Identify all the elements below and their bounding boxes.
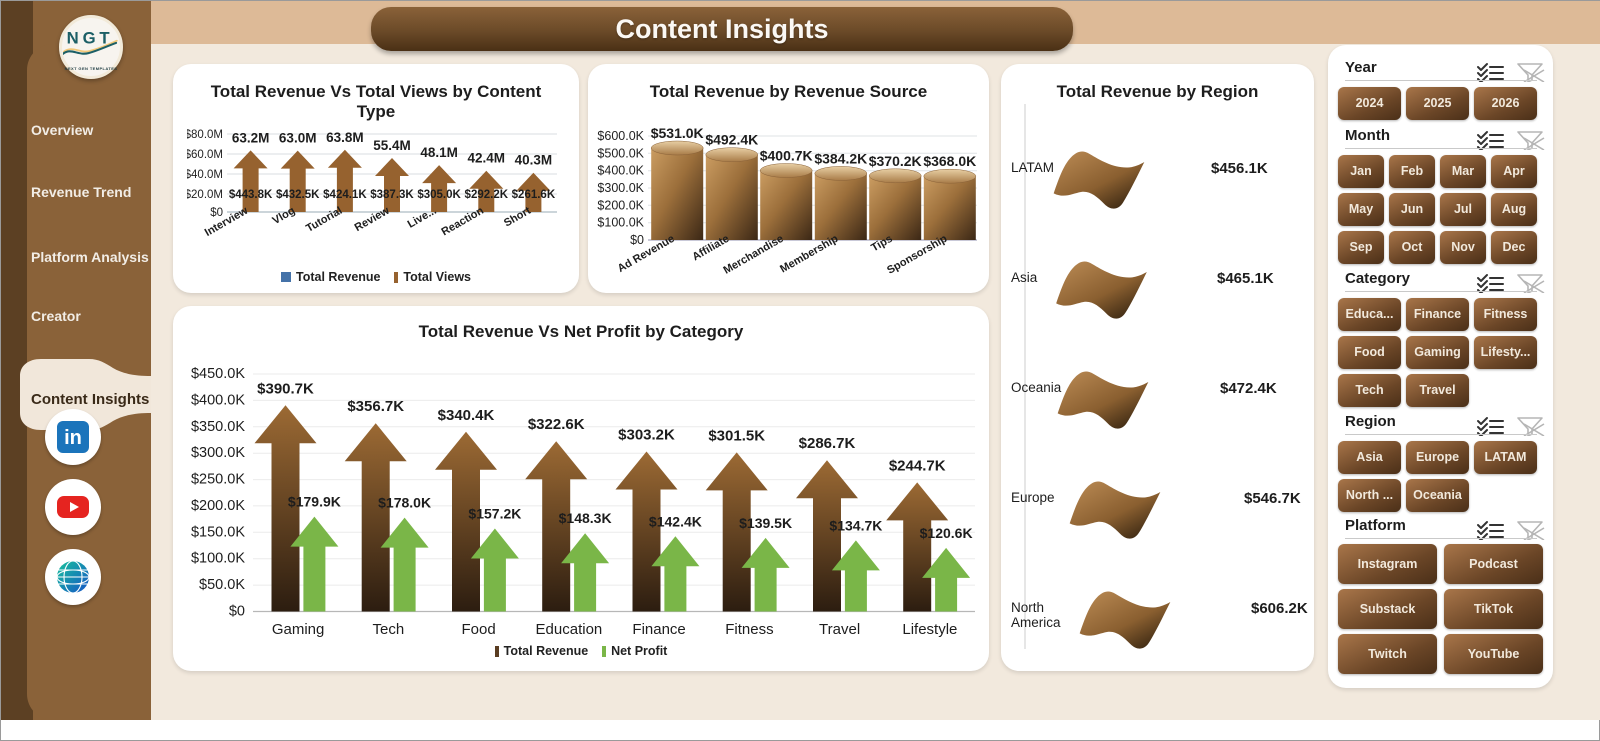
- svg-text:$244.7K: $244.7K: [889, 457, 946, 474]
- svg-text:$0: $0: [630, 233, 644, 247]
- svg-text:$400.0K: $400.0K: [191, 392, 245, 408]
- svg-text:$50.0K: $50.0K: [199, 577, 245, 593]
- svg-text:48.1M: 48.1M: [420, 145, 458, 160]
- svg-text:$350.0K: $350.0K: [191, 419, 245, 435]
- svg-text:$150.0K: $150.0K: [191, 524, 245, 540]
- svg-text:$370.2K: $370.2K: [869, 153, 922, 169]
- svg-text:$424.1K: $424.1K: [323, 189, 367, 201]
- svg-text:Live...: Live...: [406, 205, 439, 231]
- svg-text:63.2M: 63.2M: [232, 130, 270, 145]
- svg-text:$292.2K: $292.2K: [465, 189, 509, 201]
- svg-text:40.3M: 40.3M: [515, 153, 553, 168]
- svg-text:G: G: [83, 28, 96, 47]
- svg-text:$303.2K: $303.2K: [618, 427, 675, 444]
- svg-text:$200.0K: $200.0K: [597, 198, 644, 212]
- svg-text:Lifestyle: Lifestyle: [902, 621, 957, 638]
- svg-text:$300.0K: $300.0K: [191, 445, 245, 461]
- svg-text:$400.7K: $400.7K: [760, 148, 813, 164]
- svg-text:$178.0K: $178.0K: [378, 495, 431, 511]
- svg-text:$60.0M: $60.0M: [187, 149, 223, 161]
- svg-text:42.4M: 42.4M: [468, 151, 506, 166]
- svg-text:Review: Review: [353, 205, 392, 235]
- svg-text:63.0M: 63.0M: [279, 131, 317, 146]
- svg-text:$300.0K: $300.0K: [597, 181, 644, 195]
- svg-text:$450.0K: $450.0K: [191, 366, 245, 382]
- svg-text:Food: Food: [461, 621, 495, 638]
- svg-text:$261.6K: $261.6K: [512, 189, 556, 201]
- svg-text:Short: Short: [502, 205, 533, 230]
- svg-text:$390.7K: $390.7K: [257, 380, 314, 397]
- svg-text:$100.0K: $100.0K: [191, 551, 245, 567]
- svg-text:$40.0M: $40.0M: [187, 169, 223, 181]
- svg-text:$139.5K: $139.5K: [739, 515, 792, 531]
- svg-text:$368.0K: $368.0K: [923, 153, 976, 169]
- svg-text:$384.2K: $384.2K: [814, 150, 867, 166]
- svg-text:$20.0M: $20.0M: [187, 189, 223, 201]
- svg-text:$400.0K: $400.0K: [597, 164, 644, 178]
- svg-text:$142.4K: $142.4K: [649, 513, 702, 529]
- svg-text:$120.6K: $120.6K: [920, 525, 973, 541]
- svg-text:Tutorial: Tutorial: [304, 205, 344, 235]
- svg-text:$531.0K: $531.0K: [651, 125, 704, 141]
- svg-text:63.8M: 63.8M: [326, 130, 364, 145]
- svg-text:$250.0K: $250.0K: [191, 472, 245, 488]
- svg-text:Ad Revenue: Ad Revenue: [616, 233, 677, 275]
- svg-text:$340.4K: $340.4K: [438, 407, 495, 424]
- svg-text:$301.5K: $301.5K: [708, 427, 765, 444]
- svg-text:$432.5K: $432.5K: [276, 189, 320, 201]
- svg-text:$322.6K: $322.6K: [528, 416, 585, 433]
- svg-text:$443.8K: $443.8K: [229, 189, 273, 201]
- svg-text:$500.0K: $500.0K: [597, 146, 644, 160]
- svg-text:55.4M: 55.4M: [373, 138, 411, 153]
- svg-text:$286.7K: $286.7K: [799, 435, 856, 452]
- svg-text:Tech: Tech: [373, 621, 405, 638]
- svg-text:Finance: Finance: [632, 621, 685, 638]
- svg-text:$100.0K: $100.0K: [597, 216, 644, 230]
- svg-text:in: in: [64, 427, 82, 449]
- svg-text:Fitness: Fitness: [725, 621, 773, 638]
- svg-text:$157.2K: $157.2K: [468, 506, 521, 522]
- svg-text:$179.9K: $179.9K: [288, 494, 341, 510]
- svg-text:$200.0K: $200.0K: [191, 498, 245, 514]
- svg-text:$305.0K: $305.0K: [417, 189, 461, 201]
- svg-text:$387.3K: $387.3K: [370, 189, 414, 201]
- svg-text:$0: $0: [229, 604, 245, 620]
- svg-text:Travel: Travel: [819, 621, 860, 638]
- svg-text:$600.0K: $600.0K: [597, 129, 644, 143]
- svg-text:$134.7K: $134.7K: [829, 517, 882, 533]
- svg-text:$492.4K: $492.4K: [705, 132, 758, 148]
- svg-text:N: N: [67, 28, 79, 47]
- svg-text:Gaming: Gaming: [272, 621, 325, 638]
- svg-text:$148.3K: $148.3K: [559, 510, 612, 526]
- svg-text:Education: Education: [536, 621, 603, 638]
- svg-text:$80.0M: $80.0M: [187, 129, 223, 141]
- svg-text:$356.7K: $356.7K: [347, 398, 404, 415]
